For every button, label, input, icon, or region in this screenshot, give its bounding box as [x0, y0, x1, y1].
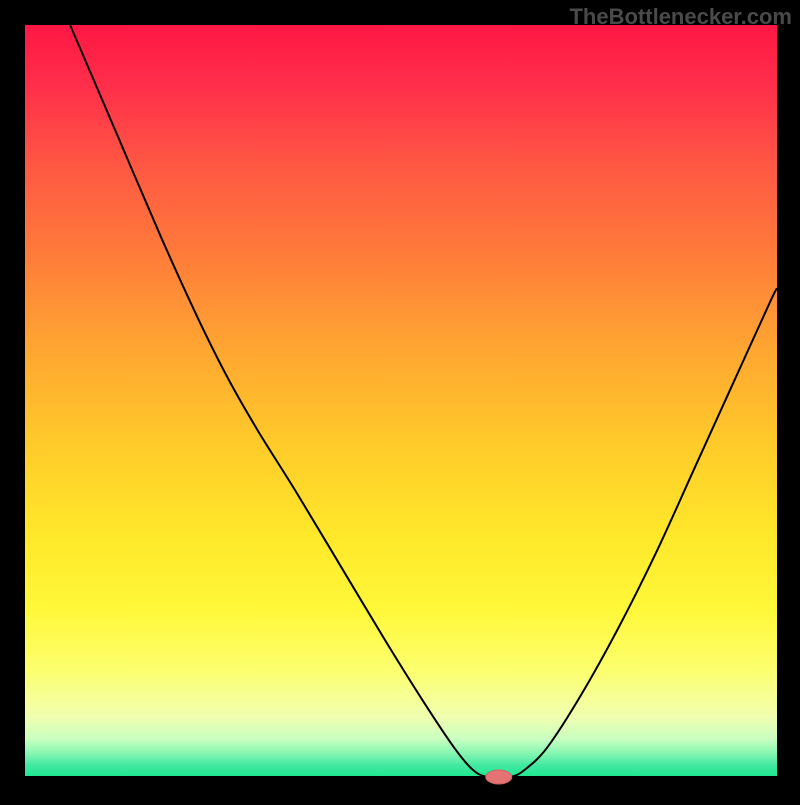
optimal-marker: [486, 770, 512, 784]
chart-svg: [0, 0, 800, 800]
watermark-text: TheBottlenecker.com: [569, 4, 792, 30]
bottleneck-chart: [0, 0, 800, 800]
